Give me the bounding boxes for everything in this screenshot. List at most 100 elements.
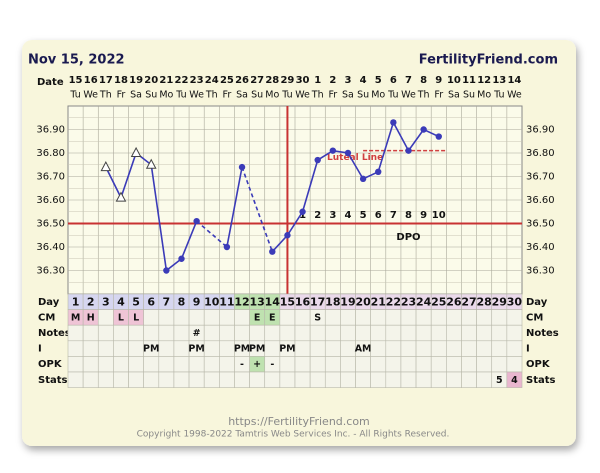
table-cell — [461, 309, 477, 326]
table-cell — [158, 309, 175, 326]
date-label: 6 — [390, 75, 397, 86]
row-label-right: I — [526, 344, 530, 355]
table-cell — [506, 324, 523, 342]
table-cell — [173, 356, 190, 373]
weekday-label: Tu — [69, 90, 80, 101]
table-cell — [82, 356, 99, 373]
footer-url: https://FertilityFriend.com — [228, 415, 370, 428]
table-cell — [400, 309, 417, 326]
table-cell — [219, 340, 235, 357]
y-tick-label-right: 36.80 — [526, 148, 555, 159]
table-cell — [385, 309, 402, 326]
date-label: 9 — [435, 75, 442, 86]
cell-text: 3 — [102, 295, 110, 308]
table-cell — [113, 340, 129, 357]
table-cell — [446, 340, 462, 357]
y-tick-label: 36.80 — [36, 148, 65, 159]
dpo-label: 6 — [375, 210, 382, 221]
temp-point — [435, 133, 442, 140]
cell-text: 12 — [234, 295, 249, 308]
cell-text: 1 — [72, 295, 80, 308]
cell-text: 21 — [371, 295, 386, 308]
temp-point — [359, 175, 367, 183]
table-cell — [279, 371, 296, 388]
table-cell — [340, 371, 356, 388]
temp-point-open — [100, 161, 112, 172]
date-label: 23 — [190, 75, 204, 86]
table-cell — [203, 324, 220, 342]
weekday-label: Mo — [159, 90, 173, 101]
y-tick-label-right: 36.60 — [526, 195, 555, 206]
table-cell — [355, 371, 371, 388]
weekday-label: Su — [463, 90, 475, 101]
chart-date: Nov 15, 2022 — [28, 53, 125, 68]
table-cell — [446, 324, 462, 342]
y-tick-label: 36.50 — [36, 219, 65, 230]
weekday-label: Th — [417, 90, 430, 101]
cell-text: # — [193, 328, 201, 339]
table-cell — [158, 324, 175, 342]
cell-text: L — [133, 312, 139, 323]
cell-text: 20 — [355, 295, 371, 308]
date-label: 7 — [405, 75, 412, 86]
row-label-right: Stats — [526, 375, 556, 386]
y-tick-label: 36.40 — [36, 242, 65, 253]
table-cell — [415, 324, 432, 342]
date-label: 14 — [507, 75, 521, 86]
table-cell — [294, 356, 311, 373]
table-cell — [385, 371, 402, 388]
y-tick-label: 36.90 — [36, 125, 65, 136]
date-label: 3 — [344, 75, 351, 86]
table-cell — [476, 324, 493, 342]
row-label-right: Day — [526, 297, 548, 308]
cell-text: 25 — [431, 295, 446, 308]
cell-text: PM — [143, 344, 159, 355]
table-cell — [461, 371, 477, 388]
cell-text: 14 — [265, 295, 281, 308]
weekday-label: Fr — [117, 90, 126, 101]
cell-text: 16 — [295, 295, 311, 308]
row-label: OPK — [38, 359, 63, 370]
table-cell — [476, 309, 493, 326]
table-cell — [400, 356, 417, 373]
table-cell — [158, 356, 175, 373]
table-cell — [506, 356, 523, 373]
date-label: 20 — [144, 75, 158, 86]
table-cell — [309, 356, 326, 373]
table-cell — [309, 371, 326, 388]
weekday-label: Su — [145, 90, 157, 101]
cell-text: 26 — [446, 295, 462, 308]
cell-text: 4 — [117, 295, 125, 308]
table-cell — [385, 324, 402, 342]
cell-text: PM — [188, 344, 204, 355]
table-cell — [67, 371, 84, 388]
cell-text: - — [240, 359, 244, 370]
cell-text: 7 — [163, 295, 171, 308]
date-label: 12 — [477, 75, 491, 86]
table-cell — [279, 309, 296, 326]
copyright: Copyright 1998-2022 Tamtris Web Services… — [137, 430, 450, 440]
table-cell — [324, 340, 341, 357]
cell-text: H — [87, 312, 95, 323]
row-label-right: Notes — [526, 328, 559, 339]
table-cell — [324, 371, 341, 388]
table-cell — [143, 324, 160, 342]
cell-text: PM — [279, 344, 295, 355]
cell-text: 15 — [280, 295, 295, 308]
table-cell — [355, 309, 371, 326]
dpo-label: 3 — [329, 210, 336, 221]
table-cell — [370, 340, 387, 357]
table-cell — [309, 324, 326, 342]
table-cell — [461, 356, 477, 373]
table-cell — [279, 356, 296, 373]
weekday-label: We — [189, 90, 204, 101]
dpo-label: 8 — [405, 210, 412, 221]
table-cell — [370, 371, 387, 388]
temp-line — [271, 120, 440, 253]
weekday-label: Mo — [371, 90, 385, 101]
date-label: 27 — [250, 75, 264, 86]
dpo-title: DPO — [396, 232, 420, 243]
table-cell — [97, 324, 114, 342]
table-cell — [294, 309, 311, 326]
table-cell — [128, 371, 144, 388]
